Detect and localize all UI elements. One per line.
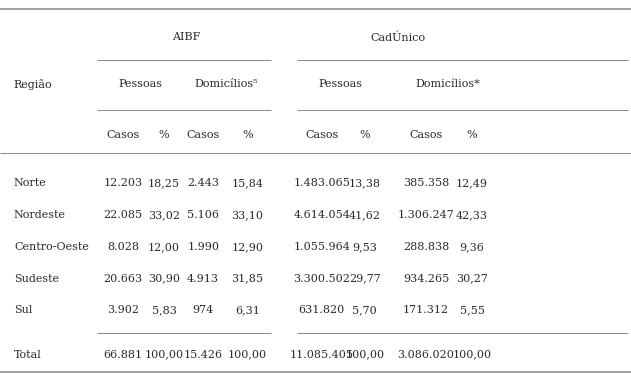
Text: 385.358: 385.358 [403,178,449,188]
Text: Casos: Casos [410,130,442,140]
Text: 1.483.065: 1.483.065 [293,178,350,188]
Text: 15.426: 15.426 [184,350,223,359]
Text: 4.913: 4.913 [187,274,219,283]
Text: 171.312: 171.312 [403,306,449,315]
Text: 9,36: 9,36 [459,242,485,252]
Text: Total: Total [14,350,42,359]
Text: 29,77: 29,77 [349,274,380,283]
Text: Domicílios*: Domicílios* [416,79,480,89]
Text: 288.838: 288.838 [403,242,449,252]
Text: 100,00: 100,00 [228,350,267,359]
Text: 12.203: 12.203 [103,178,143,188]
Text: %: % [467,130,477,140]
Text: Sudeste: Sudeste [14,274,59,283]
Text: 22.085: 22.085 [103,210,143,220]
Text: 5,70: 5,70 [352,306,377,315]
Text: Sul: Sul [14,306,32,315]
Text: 4.614.054: 4.614.054 [293,210,350,220]
Text: Domicílios⁵: Domicílios⁵ [194,79,257,89]
Text: Casos: Casos [187,130,220,140]
Text: 100,00: 100,00 [144,350,184,359]
Text: 934.265: 934.265 [403,274,449,283]
Text: 3.902: 3.902 [107,306,139,315]
Text: 33,10: 33,10 [232,210,263,220]
Text: Nordeste: Nordeste [14,210,66,220]
Text: %: % [159,130,169,140]
Text: 12,90: 12,90 [232,242,263,252]
Text: 631.820: 631.820 [298,306,345,315]
Text: 18,25: 18,25 [148,178,180,188]
Text: %: % [360,130,370,140]
Text: 6,31: 6,31 [235,306,260,315]
Text: Centro-Oeste: Centro-Oeste [14,242,89,252]
Text: 1.055.964: 1.055.964 [293,242,350,252]
Text: 13,38: 13,38 [349,178,380,188]
Text: 100,00: 100,00 [452,350,492,359]
Text: 30,90: 30,90 [148,274,180,283]
Text: %: % [242,130,252,140]
Text: 8.028: 8.028 [107,242,139,252]
Text: 5.106: 5.106 [187,210,219,220]
Text: 2.443: 2.443 [187,178,219,188]
Text: Norte: Norte [14,178,47,188]
Text: 9,53: 9,53 [352,242,377,252]
Text: 33,02: 33,02 [148,210,180,220]
Text: 3.086.020: 3.086.020 [398,350,454,359]
Text: 1.306.247: 1.306.247 [398,210,454,220]
Text: Pessoas: Pessoas [118,79,162,89]
Text: CadÚnico: CadÚnico [370,32,425,43]
Text: 100,00: 100,00 [345,350,384,359]
Text: 5,55: 5,55 [459,306,485,315]
Text: 66.881: 66.881 [103,350,143,359]
Text: 974: 974 [192,306,214,315]
Text: 12,49: 12,49 [456,178,488,188]
Text: Casos: Casos [107,130,139,140]
Text: Pessoas: Pessoas [319,79,363,89]
Text: 5,83: 5,83 [151,306,177,315]
Text: 1.990: 1.990 [187,242,219,252]
Text: 42,33: 42,33 [456,210,488,220]
Text: 3.300.502: 3.300.502 [293,274,350,283]
Text: 30,27: 30,27 [456,274,488,283]
Text: AIBF: AIBF [172,33,200,42]
Text: Região: Região [14,79,52,89]
Text: Casos: Casos [305,130,338,140]
Text: 12,00: 12,00 [148,242,180,252]
Text: 41,62: 41,62 [349,210,380,220]
Text: 11.085.405: 11.085.405 [290,350,354,359]
Text: 20.663: 20.663 [103,274,143,283]
Text: 31,85: 31,85 [232,274,263,283]
Text: 15,84: 15,84 [232,178,263,188]
